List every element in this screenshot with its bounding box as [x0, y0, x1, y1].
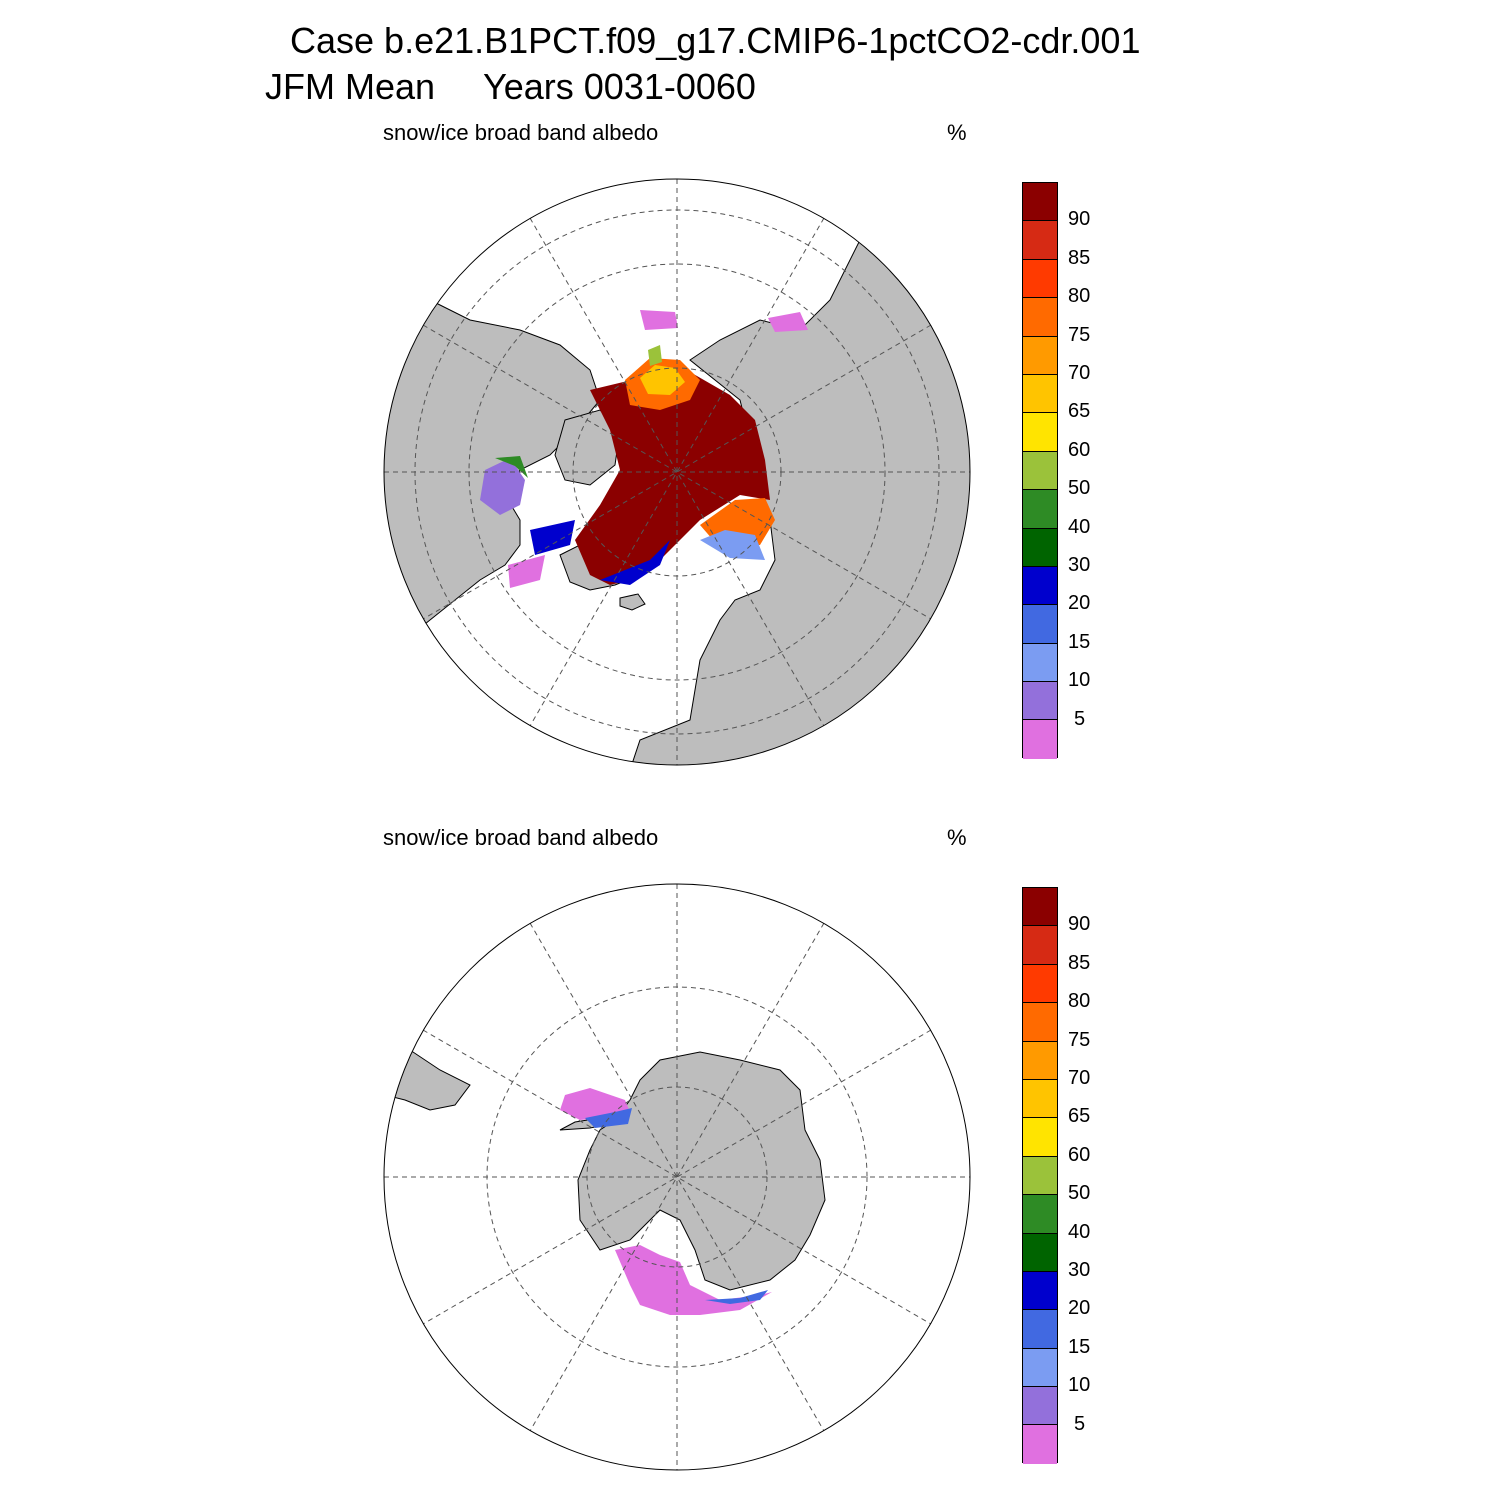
colorbar-tick-label: 30 — [1068, 554, 1091, 576]
colorbar-tick-label: 70 — [1068, 1067, 1091, 1089]
sea-ice-baffin-20 — [530, 520, 575, 555]
south-colorbar — [1022, 887, 1058, 1464]
north-map-border — [383, 178, 971, 766]
antarctica-landmass — [577, 1051, 826, 1291]
colorbar-swatch — [1023, 1156, 1057, 1196]
sea-ice-bering — [640, 310, 678, 330]
colorbar-swatch — [1023, 413, 1057, 452]
sea-ice-65 — [640, 365, 685, 395]
north-sea-ice — [480, 310, 808, 588]
figure-title-period: JFM Mean Years 0031-0060 — [265, 66, 756, 108]
south-panel-variable: snow/ice broad band albedo — [383, 825, 659, 850]
colorbar-tick-label: 50 — [1068, 1182, 1091, 1205]
north-panel-units: % — [947, 120, 967, 145]
colorbar-tick-label: 5 — [1074, 707, 1086, 730]
south-sea-ice — [560, 1088, 772, 1315]
sea-ice-okhotsk — [768, 312, 808, 332]
season-label: JFM Mean — [265, 66, 436, 107]
colorbar-swatch — [1023, 1118, 1057, 1157]
colorbar-tick-label: 80 — [1068, 285, 1091, 308]
south-panel-units: % — [947, 825, 967, 850]
colorbar-tick-label: 65 — [1068, 400, 1091, 423]
colorbar-swatch — [1023, 1387, 1057, 1426]
colorbar-swatch — [1023, 1195, 1057, 1234]
colorbar-tick-label: 65 — [1068, 1105, 1091, 1128]
colorbar-swatch — [1023, 528, 1057, 567]
sea-ice-ross-15 — [705, 1290, 768, 1304]
colorbar-swatch — [1023, 1003, 1057, 1042]
south-map-border — [383, 883, 971, 1471]
sea-ice-weddell-5 — [560, 1088, 630, 1120]
colorbar-tick-label: 70 — [1068, 362, 1091, 384]
north-polar-map — [383, 178, 971, 766]
colorbar-swatch — [1023, 1079, 1057, 1119]
colorbar-swatch — [1023, 1041, 1057, 1080]
colorbar-tick-label: 20 — [1068, 1297, 1091, 1320]
colorbar-tick-label: 75 — [1068, 323, 1091, 346]
colorbar-tick-label: 90 — [1068, 208, 1091, 231]
colorbar-tick-label: 90 — [1068, 913, 1091, 936]
colorbar-swatch — [1023, 490, 1057, 529]
colorbar-swatch — [1023, 298, 1057, 337]
colorbar-tick-label: 10 — [1068, 669, 1091, 692]
colorbar-swatch — [1023, 259, 1057, 299]
colorbar-tick-label: 15 — [1068, 630, 1091, 653]
north-graticule — [384, 179, 970, 765]
south-polar-map — [383, 883, 971, 1471]
colorbar-tick-label: 60 — [1068, 1143, 1091, 1166]
colorbar-tick-label: 60 — [1068, 438, 1091, 461]
colorbar-tick-label: 10 — [1068, 1374, 1091, 1397]
colorbar-swatch — [1023, 964, 1057, 1004]
sea-ice-labrador-5 — [508, 555, 545, 588]
colorbar-swatch — [1023, 1310, 1057, 1349]
iceland — [619, 593, 646, 611]
colorbar-swatch — [1023, 183, 1057, 222]
colorbar-tick-label: 75 — [1068, 1028, 1091, 1051]
colorbar-swatch — [1023, 888, 1057, 927]
colorbar-swatch — [1023, 374, 1057, 414]
colorbar-swatch — [1023, 1271, 1057, 1311]
colorbar-tick-label: 40 — [1068, 1220, 1091, 1243]
colorbar-swatch — [1023, 566, 1057, 606]
north-panel-variable: snow/ice broad band albedo — [383, 120, 659, 145]
colorbar-tick-label: 30 — [1068, 1259, 1091, 1281]
colorbar-tick-label: 85 — [1068, 246, 1091, 269]
sea-ice-60 — [648, 345, 662, 366]
colorbar-swatch — [1023, 605, 1057, 644]
colorbar-swatch — [1023, 336, 1057, 375]
colorbar-tick-label: 15 — [1068, 1335, 1091, 1358]
colorbar-swatch — [1023, 221, 1057, 260]
colorbar-swatch — [1023, 1348, 1057, 1388]
sea-ice-east-greenland — [600, 540, 670, 585]
colorbar-tick-label: 20 — [1068, 592, 1091, 615]
north-colorbar — [1022, 182, 1058, 759]
colorbar-swatch — [1023, 682, 1057, 721]
colorbar-swatch — [1023, 1233, 1057, 1272]
sea-ice-ross-5 — [615, 1245, 772, 1315]
colorbar-swatch — [1023, 1425, 1057, 1464]
colorbar-tick-label: 40 — [1068, 515, 1091, 538]
sea-ice-hudson-40 — [495, 456, 528, 478]
colorbar-tick-label: 80 — [1068, 990, 1091, 1013]
colorbar-tick-label: 5 — [1074, 1412, 1086, 1435]
colorbar-swatch — [1023, 720, 1057, 759]
colorbar-swatch — [1023, 451, 1057, 491]
years-label: Years 0031-0060 — [483, 66, 756, 107]
colorbar-swatch — [1023, 643, 1057, 683]
colorbar-tick-label: 85 — [1068, 951, 1091, 974]
colorbar-tick-label: 50 — [1068, 477, 1091, 500]
colorbar-swatch — [1023, 926, 1057, 965]
sea-ice-barents-10 — [700, 530, 765, 560]
south-graticule — [384, 884, 970, 1470]
figure-title-case: Case b.e21.B1PCT.f09_g17.CMIP6-1pctCO2-c… — [290, 20, 1141, 61]
sea-ice-90-plus — [575, 372, 770, 585]
